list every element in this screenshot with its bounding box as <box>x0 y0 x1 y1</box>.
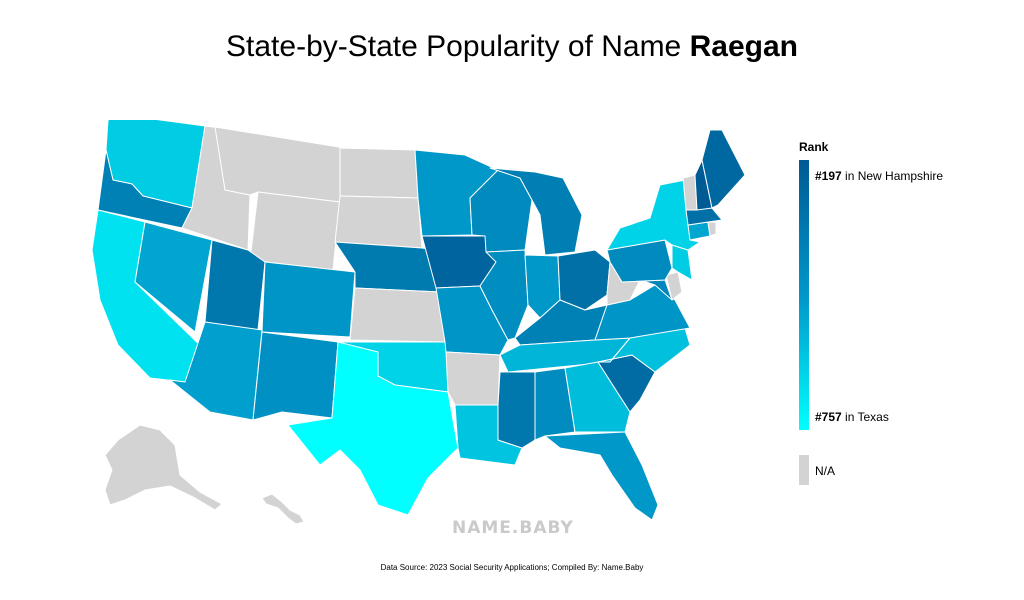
legend-na-label: N/A <box>815 464 836 478</box>
state-ks <box>349 287 446 343</box>
legend-top-label: #197 in New Hampshire <box>815 169 943 183</box>
state-wy <box>249 191 341 271</box>
state-al <box>534 367 576 441</box>
legend-title: Rank <box>799 140 829 154</box>
watermark-logo: NAME.BABY <box>452 518 574 538</box>
state-fl <box>544 431 659 521</box>
legend-bottom-rank: #757 <box>815 410 842 424</box>
legend-na-swatch <box>799 455 809 485</box>
chart-title: State-by-State Popularity of Name Raegan <box>0 30 1024 64</box>
state-ri <box>707 221 717 237</box>
state-ak <box>104 424 223 511</box>
legend-color-bar <box>799 160 809 430</box>
state-ar <box>445 351 501 406</box>
data-source-note: Data Source: 2023 Social Security Applic… <box>380 563 644 572</box>
legend-top-text: in New Hampshire <box>841 169 944 183</box>
state-nv <box>134 221 213 333</box>
state-ma <box>685 207 723 226</box>
state-or <box>97 149 193 229</box>
state-ky <box>514 299 608 346</box>
title-prefix: State-by-State Popularity of Name <box>226 30 690 63</box>
title-name: Raegan <box>689 30 798 63</box>
state-mi <box>489 167 583 256</box>
legend-bottom-label: #757 in Texas <box>815 410 889 424</box>
state-ms <box>497 371 536 449</box>
state-sd <box>334 195 423 249</box>
state-ut <box>204 239 266 331</box>
state-co <box>261 261 356 338</box>
state-tx <box>287 341 459 516</box>
state-hi <box>261 493 305 525</box>
state-oh <box>557 249 611 311</box>
state-de <box>665 271 683 301</box>
state-me <box>701 129 746 209</box>
state-nd <box>339 147 419 199</box>
legend-bottom-text: in Texas <box>841 410 889 424</box>
legend-top-rank: #197 <box>815 169 842 183</box>
state-nm <box>252 331 339 421</box>
state-ga <box>564 361 631 433</box>
state-mt <box>214 126 346 203</box>
us-choropleth-map <box>91 120 746 525</box>
